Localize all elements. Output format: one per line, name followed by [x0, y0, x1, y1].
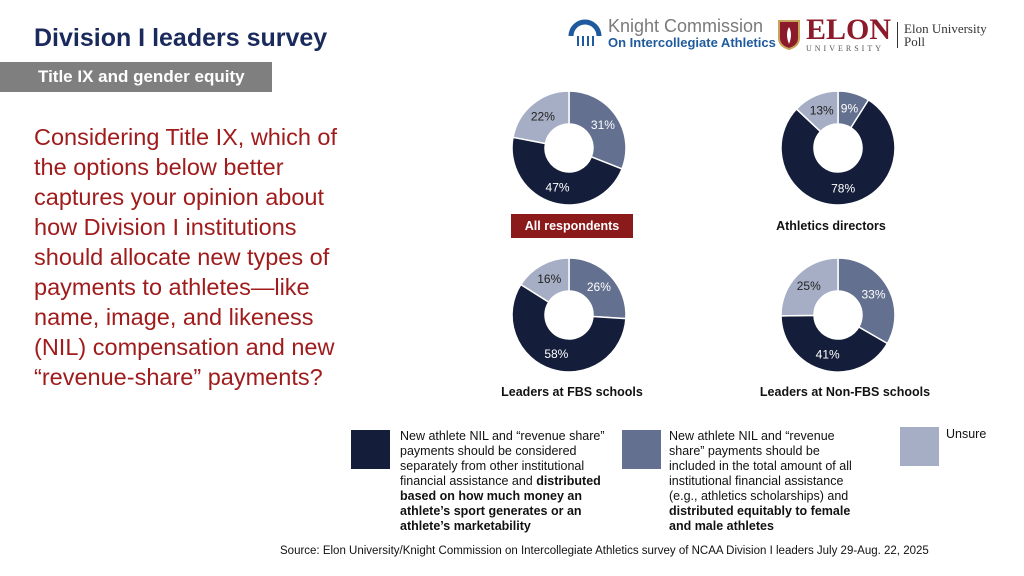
dome-icon [568, 19, 602, 46]
chart-title-all: All respondents [511, 214, 633, 238]
shield-icon [778, 19, 800, 50]
elon-name: ELON [806, 13, 892, 46]
donut-slice [837, 257, 896, 345]
donut-slice [511, 283, 627, 373]
data-label: 58% [544, 347, 568, 361]
knight-commission-logo: Knight Commission On Intercollegiate Athl… [568, 16, 776, 50]
page-title: Division I leaders survey [34, 24, 328, 52]
legend-included-text: New athlete NIL and “revenue share” paym… [669, 429, 852, 503]
chart-title-ad: Athletics directors [776, 219, 886, 233]
data-label: 78% [831, 182, 855, 196]
source-note: Source: Elon University/Knight Commissio… [280, 545, 929, 557]
survey-question: Considering Title IX, which of the optio… [34, 124, 338, 390]
data-label: 9% [841, 102, 859, 116]
elon-logo: ELON UNIVERSITY Elon University Poll [778, 13, 993, 53]
donut-slice [780, 98, 896, 206]
data-label: 25% [797, 279, 821, 293]
donut-slice [795, 90, 839, 133]
data-label: 22% [531, 109, 555, 123]
legend-swatch-unsure [900, 427, 939, 466]
knight-line2: On Intercollegiate Athletics [608, 34, 776, 50]
donut-slice [780, 314, 889, 373]
legend-swatch-separate [351, 430, 390, 469]
legend-separate: New athlete NIL and “revenue share” paym… [400, 429, 625, 534]
legend-unsure: Unsure [946, 427, 987, 441]
donut-slice [568, 257, 627, 320]
data-label: 41% [816, 348, 840, 362]
donut-slice [519, 257, 570, 304]
elon-poll: Elon University Poll [897, 21, 993, 48]
legend-swatch-included [622, 430, 661, 469]
legend-included: New athlete NIL and “revenue share” paym… [669, 429, 869, 534]
data-label: 13% [810, 103, 834, 117]
legend-separate-text: New athlete NIL and “revenue share” paym… [400, 429, 605, 488]
section-banner: Title IX and gender equity [0, 62, 272, 92]
data-label: 26% [587, 280, 611, 294]
data-label: 33% [861, 288, 885, 302]
donut-slice [512, 90, 570, 145]
elon-sub: UNIVERSITY [806, 44, 884, 53]
chart-title-nonfbs: Leaders at Non-FBS schools [759, 385, 931, 399]
legend-included-bold: distributed equitably to female and male… [669, 504, 851, 533]
legend-separate-bold: distributed based on how much money an a… [400, 474, 601, 533]
knight-line1: Knight Commission [608, 15, 764, 36]
donut-slice [780, 257, 839, 317]
donut-slice [568, 90, 627, 170]
data-label: 47% [546, 180, 570, 194]
donut-slice [511, 136, 623, 206]
chart-title-fbs: Leaders at FBS schools [501, 385, 643, 399]
data-label: 31% [591, 118, 615, 132]
data-label: 16% [537, 272, 561, 286]
